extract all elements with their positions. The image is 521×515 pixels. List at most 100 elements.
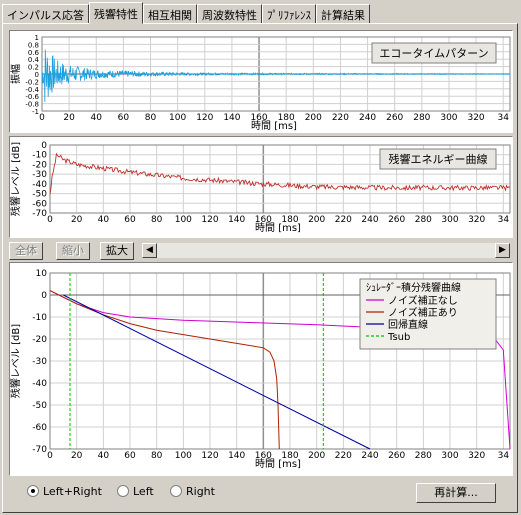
y-tick-label: -40 — [32, 180, 47, 190]
x-tick-label: 34 — [498, 215, 510, 225]
y-tick-label: -60 — [32, 423, 47, 433]
series-regression-line — [63, 294, 371, 450]
x-tick-label: 80 — [151, 451, 163, 461]
tab-frequency-response[interactable]: 周波数特性 — [197, 4, 262, 24]
radio-left[interactable]: Left — [117, 484, 154, 498]
x-tick-label: 160 — [255, 215, 272, 225]
x-tick-label: 220 — [332, 113, 349, 123]
legend-entry: ノイズ補正なし — [388, 294, 458, 307]
y-tick-label: -70 — [32, 445, 47, 455]
x-tick-label: 40 — [98, 451, 110, 461]
radio-right[interactable]: Right — [170, 484, 215, 498]
x-tick-label: 20 — [71, 215, 83, 225]
plot-frame — [49, 272, 511, 450]
x-tick-label: 60 — [124, 215, 136, 225]
series-noise-corrected — [49, 290, 280, 450]
y-axis-label: 振幅 — [10, 64, 22, 84]
x-axis-label: 時間 [ms] — [255, 222, 301, 234]
zoom-out-button[interactable]: 縮小 — [56, 242, 90, 260]
tab-preference[interactable]: ﾌﾟﾘﾌｧﾚﾝｽ — [262, 4, 316, 24]
tab-reverberation[interactable]: 残響特性 — [89, 2, 143, 24]
x-tick-label: 80 — [145, 113, 157, 123]
tab-panel — [2, 23, 518, 513]
x-tick-label: 300 — [441, 451, 458, 461]
x-tick-label: 260 — [388, 215, 405, 225]
legend-entry: 回帰直線 — [388, 318, 428, 331]
echo-time-pattern-chart: 0 20 40 60 80 100 120 140 160 180 200 220 240 260 280 3… — [9, 34, 511, 132]
y-tick-label: 0 — [41, 141, 47, 151]
x-tick-label: 280 — [415, 451, 432, 461]
radio-right-circle[interactable] — [170, 485, 182, 497]
energy-chart-panel: 0 20 40 60 80 100 120 140 160 180 200 220 240 260 280 3… — [9, 136, 513, 238]
horizontal-scrollbar[interactable]: ◀ ▶ — [141, 242, 511, 259]
radio-left-right-label: Left+Right — [43, 484, 102, 498]
legend-title: ｼｭﾚｰﾀﾞｰ積分残響曲線 — [366, 281, 461, 294]
echo-chart-panel: 0 20 40 60 80 100 120 140 160 180 200 220 240 260 280 3… — [9, 30, 513, 133]
tab-bar: インパルス応答 残響特性 相互相関 周波数特性 ﾌﾟﾘﾌｧﾚﾝｽ 計算結果 — [2, 2, 370, 24]
radio-left-circle[interactable] — [117, 485, 129, 497]
x-tick-label: 20 — [63, 113, 75, 123]
y-tick-label: 0.8 — [28, 41, 39, 49]
chart-title-box — [371, 42, 497, 64]
x-tick-label: 140 — [223, 113, 240, 123]
scroll-left-icon[interactable]: ◀ — [142, 243, 157, 258]
tab-impulse-response[interactable]: インパルス応答 — [2, 4, 89, 24]
y-tick-label: 0 — [41, 291, 47, 301]
y-tick-label: -10 — [32, 151, 47, 161]
y-tick-label: -60 — [32, 199, 47, 209]
zoom-in-button[interactable]: 拡大 — [100, 242, 134, 260]
x-tick-label: 100 — [175, 215, 192, 225]
x-tick-label: 0 — [47, 451, 53, 461]
y-tick-label: -0.6 — [25, 93, 39, 101]
x-tick-label: 120 — [201, 451, 218, 461]
x-axis-label: 時間 [ms] — [255, 458, 301, 470]
chart-title-box — [379, 148, 497, 170]
y-tick-label: -50 — [32, 190, 47, 200]
zoom-all-button[interactable]: 全体 — [9, 242, 43, 260]
x-tick-label: 160 — [250, 113, 267, 123]
y-tick-label: -30 — [32, 357, 47, 367]
x-tick-label: 34 — [497, 113, 509, 123]
tab-cross-correlation[interactable]: 相互相関 — [143, 4, 197, 24]
x-axis-label: 時間 [ms] — [251, 120, 297, 132]
plot-frame — [49, 144, 511, 214]
y-tick-label: -0.2 — [25, 78, 39, 86]
x-tick-label: 260 — [386, 113, 403, 123]
x-tick-label: 120 — [196, 113, 213, 123]
legend-entry: ノイズ補正あり — [388, 306, 458, 319]
x-tick-label: 40 — [98, 215, 110, 225]
x-tick-label: 120 — [201, 215, 218, 225]
x-tick-label: 100 — [175, 451, 192, 461]
x-tick-label: 140 — [228, 215, 245, 225]
x-tick-label: 220 — [335, 215, 352, 225]
x-tick-label: 220 — [335, 451, 352, 461]
y-axis-label: 残響レベル [dB] — [10, 324, 22, 398]
energy-decay-chart: 0 20 40 60 80 100 120 140 160 180 200 220 240 260 280 3… — [9, 141, 511, 234]
x-tick-label: 60 — [118, 113, 130, 123]
x-tick-label: 260 — [388, 451, 405, 461]
x-tick-label: 280 — [413, 113, 430, 123]
x-tick-label: 60 — [124, 451, 136, 461]
x-tick-label: 180 — [281, 451, 298, 461]
y-tick-label: -40 — [32, 379, 47, 389]
x-tick-label: 160 — [255, 451, 272, 461]
x-tick-label: 320 — [467, 113, 484, 123]
y-tick-label: -70 — [32, 209, 47, 219]
tab-calc-results[interactable]: 計算結果 — [316, 4, 370, 24]
y-tick-label: -20 — [32, 160, 47, 170]
y-tick-label: -50 — [32, 401, 47, 411]
x-tick-label: 20 — [71, 451, 83, 461]
y-tick-label: 10 — [36, 269, 48, 279]
x-tick-label: 34 — [498, 451, 510, 461]
x-tick-label: 200 — [308, 215, 325, 225]
scroll-right-icon[interactable]: ▶ — [495, 243, 510, 258]
y-tick-label: -0.4 — [25, 86, 39, 94]
y-tick-label: 0.4 — [28, 56, 40, 64]
x-tick-label: 320 — [468, 215, 485, 225]
radio-left-label: Left — [133, 484, 154, 498]
schroeder-chart-panel: 0 20 40 60 80 100 120 140 160 180 200 220 240 260 280 3… — [9, 262, 513, 476]
radio-left-right[interactable]: Left+Right — [27, 484, 102, 498]
x-tick-label: 300 — [441, 215, 458, 225]
recalculate-button[interactable]: 再計算... — [416, 483, 496, 503]
radio-left-right-circle[interactable] — [27, 485, 39, 497]
